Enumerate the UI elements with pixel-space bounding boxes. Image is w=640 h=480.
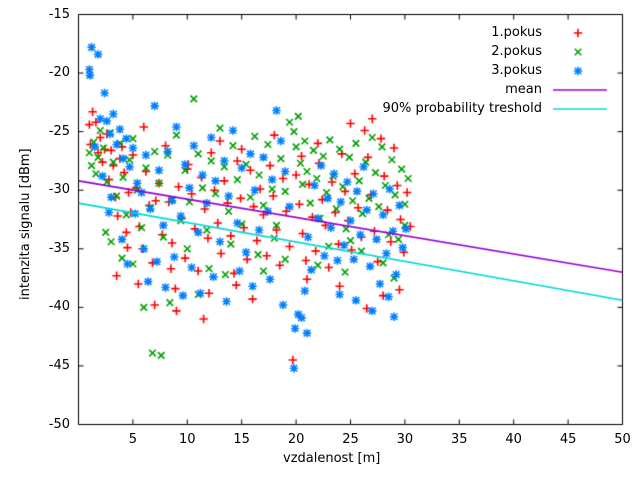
legend-item-mean: mean [505,82,542,97]
x-tick-label: 20 [287,431,305,447]
y-tick-label: -40 [48,299,70,315]
legend-item-3pokus: 3.pokus [491,63,542,78]
y-tick-label: -25 [48,123,70,139]
y-tick-label: -20 [48,65,70,81]
y-tick-label: -30 [48,182,70,198]
y-tick-label: -50 [48,416,70,432]
y-tick-label: -15 [48,6,70,22]
y-tick-label: -45 [48,357,70,373]
x-tick-label: 45 [559,431,577,447]
y-axis-title-container: intenzita signalu [dBm] [0,0,33,424]
legend-item-threshold: 90% probability treshold [382,101,542,116]
legend-item-1pokus: 1.pokus [491,25,542,40]
x-tick-label: 5 [128,431,138,447]
y-axis-title: intenzita signalu [dBm] [18,148,33,300]
x-tick-label: 15 [233,431,250,447]
x-tick-label: 35 [451,431,468,447]
x-tick-label: 30 [396,431,414,447]
x-tick-label: 10 [179,431,196,447]
x-tick-label: 40 [505,431,522,447]
x-axis-title: vzdalenost [m] [283,451,381,466]
x-tick-label: 25 [342,431,359,447]
y-tick-label: -35 [48,240,70,256]
legend-item-2pokus: 2.pokus [491,44,542,59]
x-tick-label: 50 [614,431,631,447]
